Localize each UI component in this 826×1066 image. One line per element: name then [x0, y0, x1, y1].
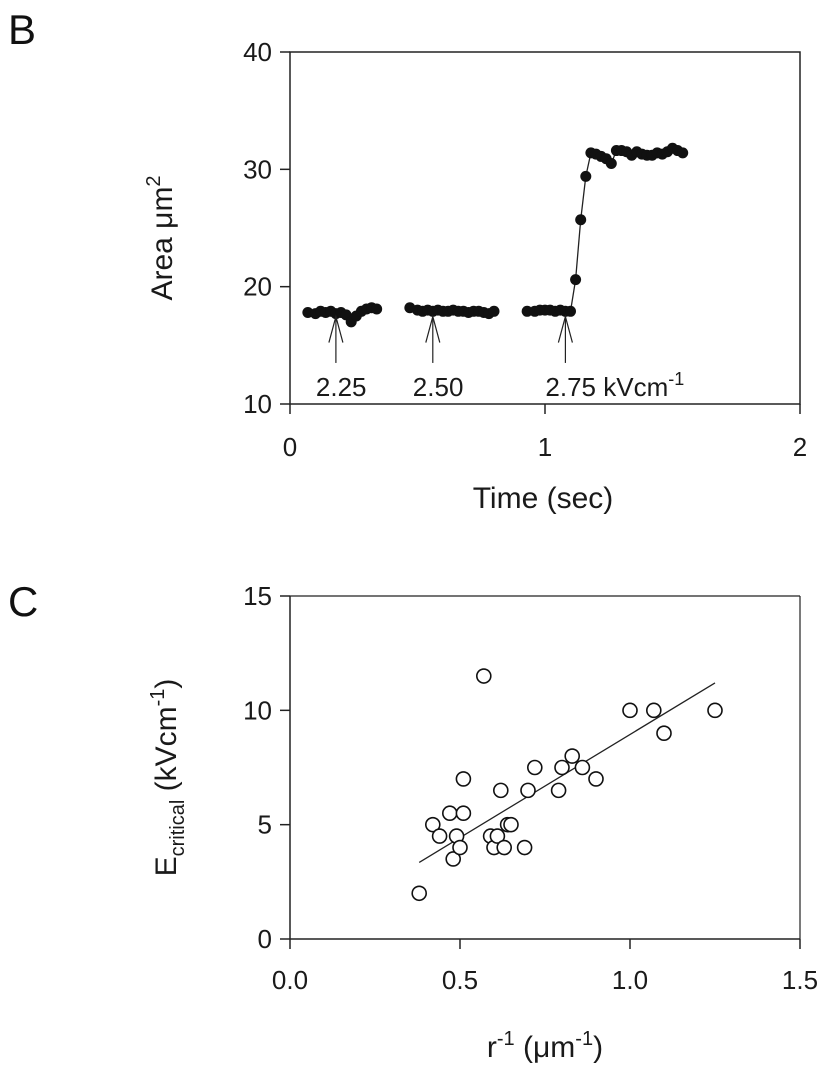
- panel-label-c: C: [8, 578, 39, 625]
- panel-c: C 0 5 10 15 0.0 0.5 1.0 1.5 r-1 (μm-1) Ecritical …: [0, 540, 826, 1066]
- data-point: [516, 839, 533, 856]
- data-point: [445, 851, 462, 867]
- ecritical-radius-chart: 0 5 10 15 0.0 0.5 1.0 1.5 r-1 (μm-1) Ecritical (k…: [147, 581, 818, 1064]
- data-point: [656, 725, 672, 741]
- data-point: [580, 170, 592, 182]
- data-point: [520, 782, 536, 799]
- data-point: [455, 805, 472, 822]
- data-point: [441, 805, 458, 822]
- data-point: [554, 759, 570, 776]
- annotation-arrowhead: [425, 314, 441, 343]
- data-point: [570, 274, 582, 286]
- y-axis-label: Ecritical (kVcm-1): [147, 679, 189, 877]
- data-point: [455, 771, 472, 787]
- x-tick-label: 0.0: [272, 965, 308, 995]
- plot-frame: [289, 51, 801, 405]
- x-tick-label: 1: [538, 432, 552, 462]
- data-point: [431, 828, 448, 844]
- annotation-arrowhead: [328, 314, 344, 343]
- y-tick-label: 10: [243, 695, 272, 725]
- data-point: [574, 759, 591, 776]
- data-point: [371, 303, 383, 315]
- data-point: [707, 702, 723, 719]
- annotation-arrowhead: [557, 314, 573, 343]
- x-axis-label: Time (sec): [473, 482, 614, 515]
- data-point: [488, 305, 500, 317]
- data-point: [475, 668, 492, 684]
- annotation-label: 2.75 kVcm-1: [545, 369, 684, 402]
- data-point: [645, 702, 662, 719]
- x-tick-label: 1.5: [782, 965, 818, 995]
- y-tick-label: 20: [243, 272, 272, 302]
- x-tick-label: 1.0: [612, 965, 648, 995]
- data-point: [588, 771, 604, 787]
- annotation-label: 2.50: [413, 372, 464, 402]
- y-tick-label: 15: [243, 581, 272, 611]
- data-point: [677, 147, 689, 159]
- data-point: [452, 839, 468, 856]
- panel-b: B 10 20 30 40 0 1 2 Time (sec) Area μm2 2.25 2.50 2…: [0, 0, 826, 530]
- data-point: [496, 839, 513, 856]
- data-point: [424, 816, 441, 833]
- data-point: [605, 157, 617, 169]
- y-tick-label: 40: [243, 37, 272, 67]
- x-tick-label: 0.5: [442, 965, 478, 995]
- panel-label-b: B: [8, 6, 37, 53]
- data-point: [526, 759, 543, 776]
- data-point: [550, 782, 567, 799]
- data-point: [492, 782, 509, 799]
- data-point: [565, 305, 576, 317]
- y-tick-label: 10: [243, 389, 272, 419]
- data-point: [564, 748, 581, 764]
- x-tick-label: 0: [283, 432, 297, 462]
- x-axis-label: r-1 (μm-1): [487, 1028, 603, 1064]
- area-time-chart: 10 20 30 40 0 1 2 Time (sec) Area μm2 2.25 2.50 2.7…: [143, 37, 807, 515]
- data-point: [489, 828, 506, 844]
- data-point: [622, 702, 638, 719]
- data-point: [521, 305, 533, 317]
- x-tick-label: 2: [793, 432, 807, 462]
- y-axis-label: Area μm2: [143, 175, 179, 300]
- series-line: [527, 147, 683, 312]
- y-tick-label: 5: [258, 810, 272, 840]
- annotation-label: 2.25: [316, 372, 367, 402]
- data-point: [503, 816, 519, 833]
- y-tick-label: 0: [258, 924, 272, 954]
- data-point: [411, 885, 428, 902]
- y-tick-label: 30: [243, 154, 272, 184]
- data-point: [575, 214, 587, 226]
